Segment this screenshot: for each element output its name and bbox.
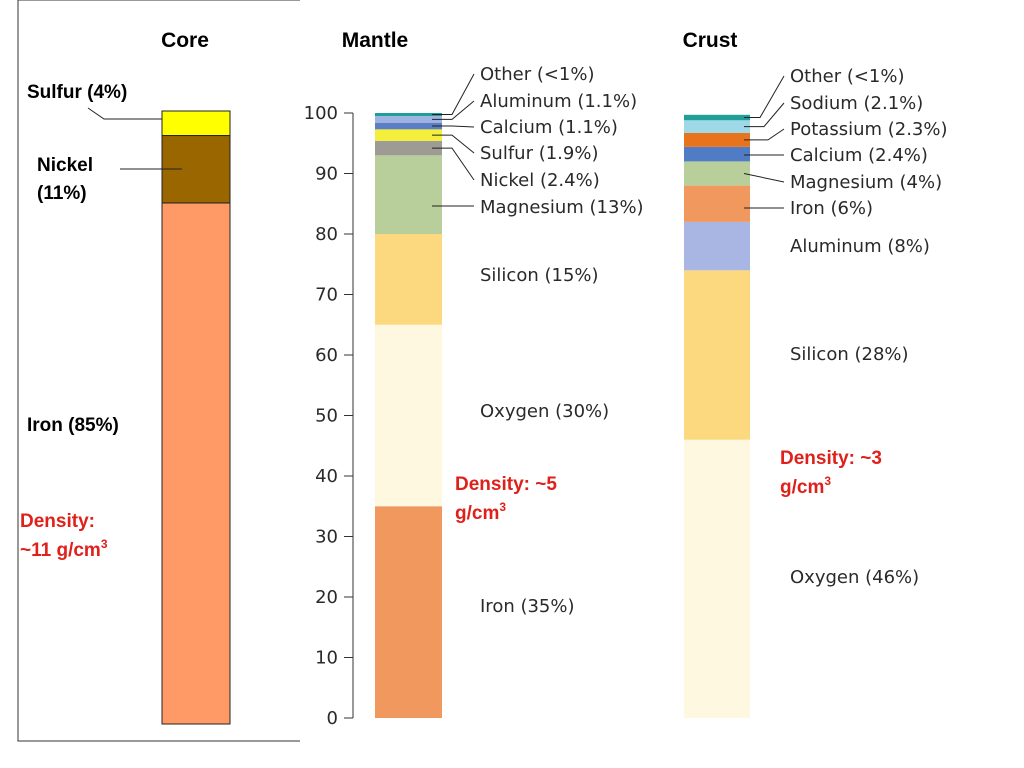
core-label-nickel-line1: Nickel: [37, 155, 93, 176]
core-segment-sulfur: [161, 110, 231, 137]
mantle-y-axis: 0 10 20 30 40 50 60 70 80 90 100: [304, 103, 354, 729]
mantle-segment-calcium: [375, 122, 442, 130]
crust-label-iron: Iron (6%): [790, 198, 873, 219]
mantle-tick-label-80: 80: [315, 224, 338, 245]
mantle-tick-label-90: 90: [315, 164, 338, 185]
mantle-tick-label-50: 50: [315, 406, 338, 427]
mantle-density-line2: g/cm: [455, 503, 499, 524]
crust-segment-oxygen: [684, 439, 750, 718]
mantle-segment-other: [375, 113, 442, 117]
crust-segment-sodium: [684, 120, 750, 133]
mantle-title: Mantle: [342, 29, 409, 52]
crust-segment-other: [684, 114, 750, 121]
core-label-sulfur: Sulfur (4%): [27, 82, 127, 103]
mantle-label-nickel-leader: [432, 147, 475, 181]
mantle-segment-iron: [375, 506, 442, 718]
crust-stacked-bar: [684, 114, 750, 718]
mantle-tick-label-60: 60: [315, 345, 338, 366]
mantle-segment-silicon: [375, 234, 442, 325]
mantle-tick-label-100: 100: [304, 103, 338, 124]
crust-label-aluminum: Aluminum (8%): [790, 236, 930, 257]
crust-density: Density: ~3 g/cm3: [780, 448, 887, 498]
crust-segment-silicon: [684, 270, 750, 440]
mantle-label-sulfur: Sulfur (1.9%): [480, 143, 598, 164]
core-density-line2: ~11 g/cm: [20, 540, 101, 561]
mantle-label-aluminum: Aluminum (1.1%): [480, 91, 637, 112]
mantle-label-other: Other (<1%): [480, 64, 595, 85]
segment-labels: Sulfur (4%) Nickel (11%) Iron (85%) Other (<…: [27, 64, 948, 617]
core-label-nickel: Nickel (11%): [37, 155, 93, 204]
mantle-tick-label-30: 30: [315, 527, 338, 548]
mantle-label-aluminum-leader: [432, 100, 475, 120]
mantle-label-magnesium: Magnesium (13%): [480, 197, 644, 218]
crust-label-magnesium: Magnesium (4%): [790, 172, 942, 193]
mantle-stacked-bar: [375, 113, 442, 718]
crust-label-silicon: Silicon (28%): [790, 344, 909, 365]
crust-segment-calcium: [684, 146, 750, 162]
mantle-label-iron: Iron (35%): [480, 596, 575, 617]
crust-density-line2: g/cm: [780, 477, 824, 498]
crust-segment-potassium: [684, 132, 750, 147]
core-label-nickel-line2: (11%): [37, 183, 87, 204]
crust-label-potassium: Potassium (2.3%): [790, 119, 948, 140]
mantle-density-line1: Density: ~5: [455, 474, 557, 495]
mantle-segment-oxygen: [375, 324, 442, 507]
crust-label-sodium: Sodium (2.1%): [790, 93, 923, 114]
mantle-tick-label-10: 10: [315, 648, 338, 669]
core-density: Density: ~11 g/cm3: [20, 511, 108, 561]
mantle-label-silicon: Silicon (15%): [480, 265, 599, 286]
mantle-label-calcium-leader: [432, 125, 475, 128]
crust-density-line1: Density: ~3: [780, 448, 882, 469]
mantle-tick-label-20: 20: [315, 587, 338, 608]
core-label-sulfur-leader: [87, 107, 162, 120]
crust-segment-iron: [684, 185, 750, 222]
crust-label-oxygen: Oxygen (46%): [790, 567, 919, 588]
mantle-tick-label-40: 40: [315, 466, 338, 487]
mantle-segment-magnesium: [375, 155, 442, 234]
core-density-line1: Density:: [20, 511, 95, 532]
mantle-density-sup: 3: [499, 500, 506, 514]
mantle-segment-sulfur: [375, 129, 442, 141]
core-panel-border: [17, 0, 300, 742]
mantle-label-other-leader: [432, 73, 475, 116]
core-title: Core: [161, 29, 209, 52]
core-density-sup: 3: [101, 537, 108, 551]
mantle-segment-nickel: [375, 140, 442, 156]
crust-label-magnesium-leader: [743, 173, 785, 183]
crust-segment-magnesium: [684, 161, 750, 186]
mantle-segment-aluminum: [375, 116, 442, 123]
crust-title: Crust: [683, 29, 738, 52]
mantle-label-calcium: Calcium (1.1%): [480, 117, 618, 138]
crust-label-sodium-leader: [744, 102, 785, 128]
crust-label-potassium-leader: [744, 128, 785, 141]
mantle-density: Density: ~5 g/cm3: [455, 474, 562, 524]
crust-label-other: Other (<1%): [790, 66, 905, 87]
crust-label-calcium: Calcium (2.4%): [790, 145, 928, 166]
mantle-label-nickel: Nickel (2.4%): [480, 170, 600, 191]
core-stacked-bar: [161, 110, 231, 725]
core-segment-iron: [161, 202, 231, 725]
crust-density-sup: 3: [824, 474, 831, 488]
core-label-iron: Iron (85%): [27, 415, 119, 436]
mantle-tick-label-70: 70: [315, 285, 338, 306]
mantle-tick-label-0: 0: [327, 708, 338, 729]
crust-label-other-leader: [744, 75, 785, 119]
mantle-label-sulfur-leader: [432, 134, 475, 154]
crust-segment-aluminum: [684, 221, 750, 271]
mantle-label-oxygen: Oxygen (30%): [480, 401, 609, 422]
